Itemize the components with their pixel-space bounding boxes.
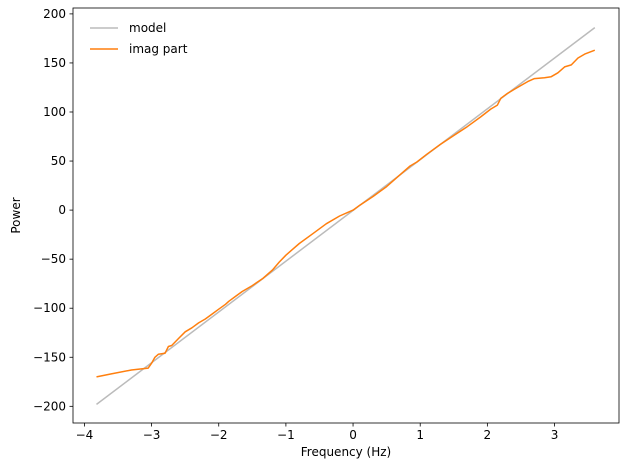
y-tick-label: 100	[43, 105, 66, 119]
y-tick-label: −200	[33, 399, 66, 413]
legend-label-model: model	[129, 21, 166, 35]
y-tick-label: 0	[58, 203, 66, 217]
y-tick-label: −150	[33, 350, 66, 364]
x-tick-label: 3	[551, 428, 559, 442]
x-tick-label: −3	[143, 428, 161, 442]
x-tick-label: 0	[349, 428, 357, 442]
x-tick-label: −2	[210, 428, 228, 442]
y-tick-label: 50	[51, 154, 66, 168]
x-axis-ticks: −4 −3 −2 −1 0 1 2 3	[76, 423, 559, 442]
x-tick-label: 2	[484, 428, 492, 442]
legend: model imag part	[90, 21, 188, 56]
x-axis-label: Frequency (Hz)	[301, 445, 392, 459]
legend-label-imag-part: imag part	[129, 42, 188, 56]
x-tick-label: −4	[76, 428, 94, 442]
series-line-model	[96, 27, 596, 405]
y-tick-label: −50	[41, 252, 66, 266]
y-tick-label: 200	[43, 7, 66, 21]
axes-frame	[72, 7, 620, 424]
plot-area	[96, 27, 596, 405]
x-tick-label: 1	[416, 428, 424, 442]
y-tick-label: 150	[43, 56, 66, 70]
series-line-imag-part	[96, 49, 596, 378]
y-tick-label: −100	[33, 301, 66, 315]
y-axis-ticks: −200 −150 −100 −50 0 50 100 150 200	[33, 7, 73, 413]
y-axis-label: Power	[9, 197, 23, 233]
x-tick-label: −1	[277, 428, 295, 442]
